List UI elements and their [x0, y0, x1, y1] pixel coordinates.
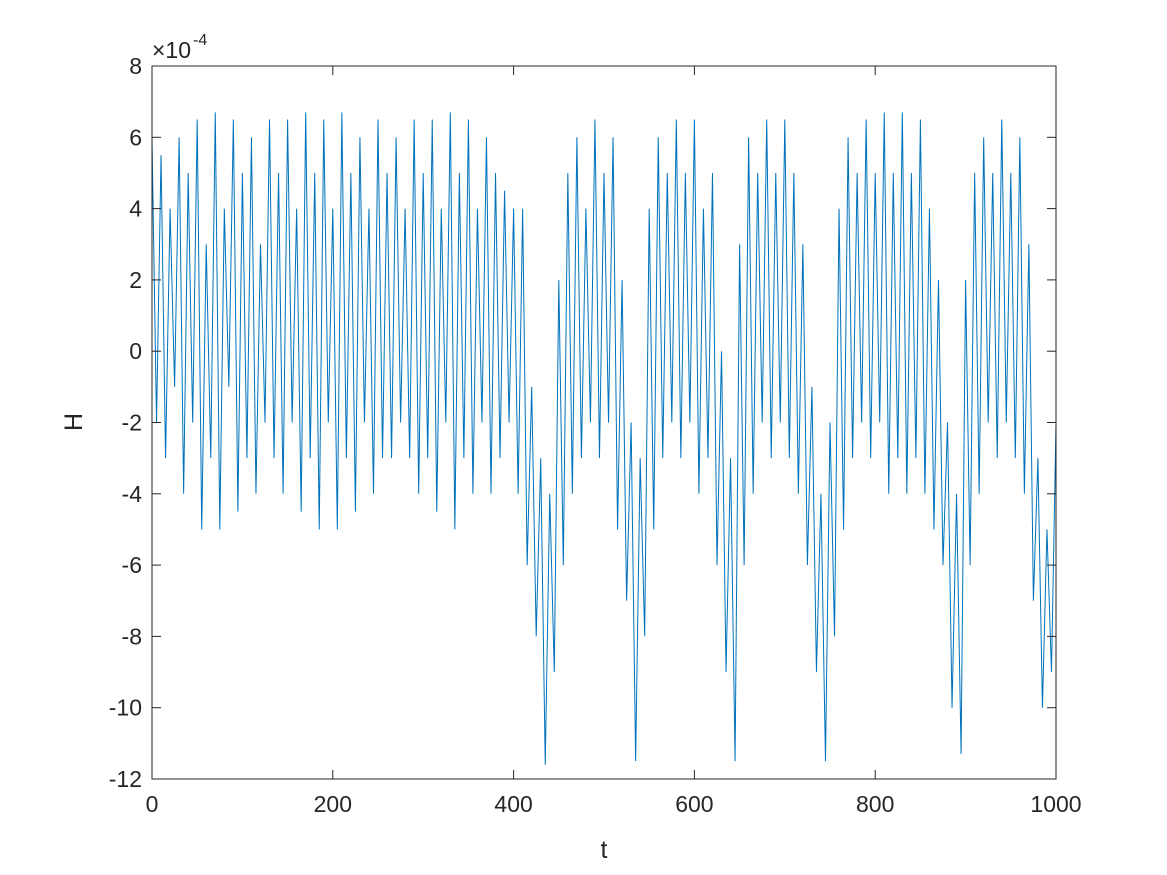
- plot-area: [151, 112, 1057, 765]
- x-axis-label: t: [601, 836, 608, 864]
- y-tick-label: 8: [129, 53, 142, 79]
- y-tick-label: -12: [109, 766, 142, 792]
- axes-box: [151, 65, 1057, 780]
- y-tick-label: 6: [129, 124, 142, 150]
- x-tick-label: 600: [675, 791, 713, 817]
- y-axis-label: H: [60, 413, 88, 431]
- y-exponent-base: ×10: [152, 37, 191, 63]
- y-tick-label: -2: [122, 410, 142, 436]
- x-tick-label: 800: [856, 791, 894, 817]
- x-tick-label: 0: [146, 791, 159, 817]
- y-tick-label: 4: [129, 196, 142, 222]
- y-tick-label: 2: [129, 267, 142, 293]
- x-tick-label: 1000: [1030, 791, 1081, 817]
- y-tick-label: -6: [122, 552, 142, 578]
- data-line: [151, 112, 1057, 765]
- x-tick-label: 400: [494, 791, 532, 817]
- y-tick-label: 0: [129, 338, 142, 364]
- y-tick-label: -8: [122, 623, 142, 649]
- y-exponent-power: -4: [193, 32, 207, 49]
- y-tick-label: -10: [109, 695, 142, 721]
- y-tick-label: -4: [122, 481, 143, 507]
- x-tick-label: 200: [314, 791, 352, 817]
